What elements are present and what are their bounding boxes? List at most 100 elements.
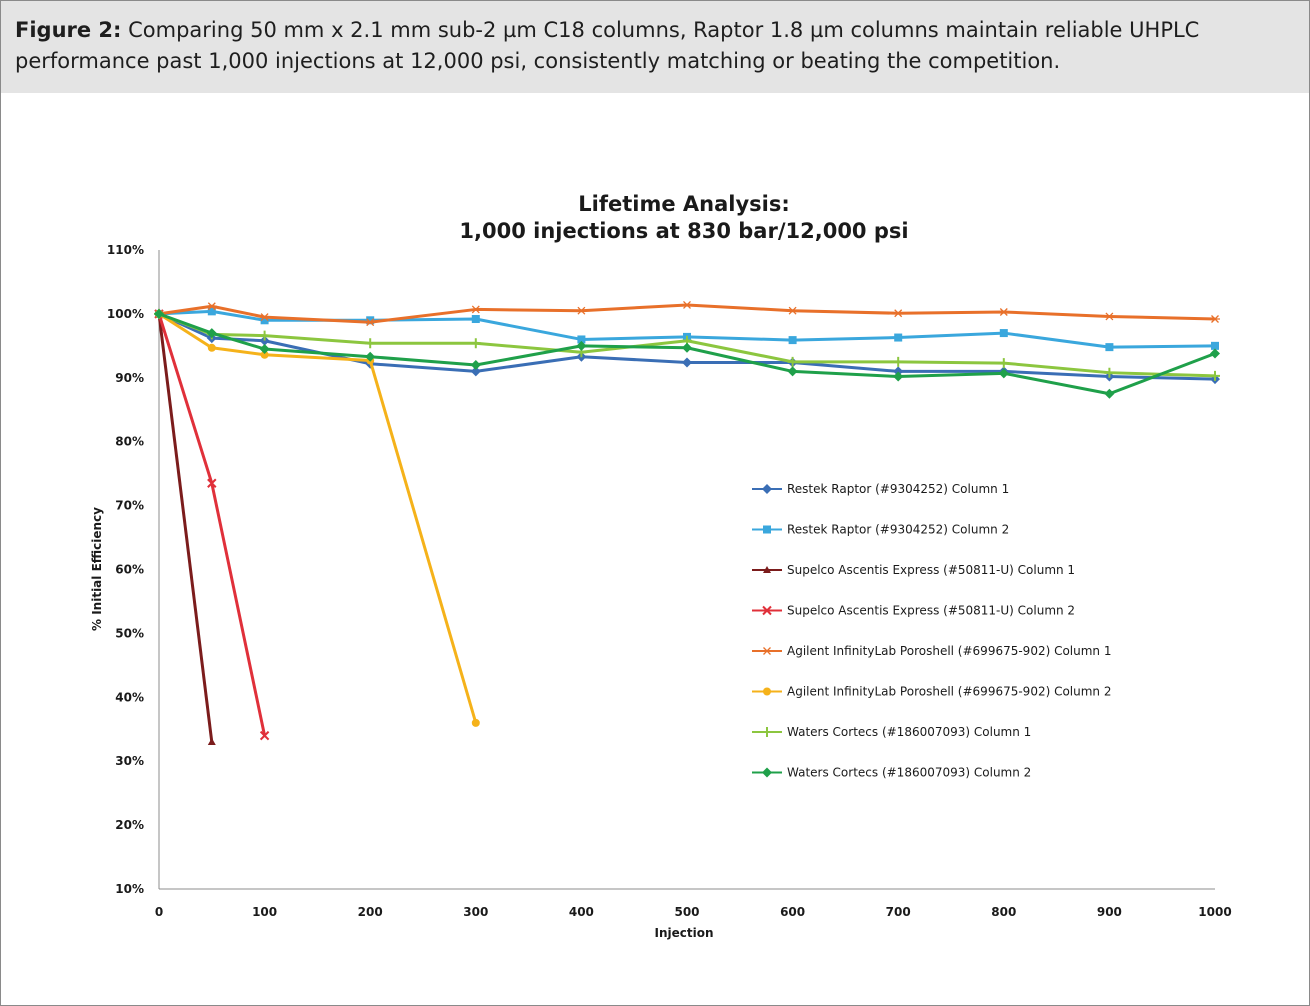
data-point [894, 333, 903, 342]
data-point [365, 318, 376, 327]
y-tick-label: 20% [115, 818, 144, 832]
data-point [1210, 348, 1220, 359]
data-point [207, 307, 216, 316]
y-tick-label: 40% [115, 690, 144, 704]
x-axis-title: Injection [654, 926, 713, 940]
data-point [470, 305, 481, 314]
data-point [1104, 312, 1115, 321]
data-point [788, 336, 797, 345]
series-line [158, 312, 1216, 381]
data-point [259, 344, 270, 355]
data-point [1210, 315, 1220, 323]
y-tick-label: 80% [115, 435, 144, 449]
data-point [259, 335, 270, 346]
data-point [787, 366, 798, 377]
chart-title-line-2: 1,000 injections at 830 bar/12,000 psi [459, 219, 908, 243]
data-point [471, 315, 480, 324]
legend-item: Restek Raptor (#9304252) Column 1 [752, 482, 1009, 496]
series-5 [154, 300, 1220, 327]
data-point [682, 342, 692, 353]
x-tick-label: 1000 [1198, 905, 1231, 919]
data-point [762, 727, 772, 737]
data-point [366, 316, 375, 325]
data-point [787, 306, 798, 315]
data-point [999, 329, 1008, 338]
data-point [1104, 367, 1115, 378]
caption-band: Figure 2: Comparing 50 mm x 2.1 mm sub-2… [1, 1, 1309, 93]
series-4 [154, 309, 270, 741]
series-line [158, 312, 1216, 396]
data-point [577, 335, 586, 344]
caption-label: Figure 2: [15, 18, 122, 42]
y-tick-label: 60% [115, 563, 144, 577]
legend-label: Agilent InfinityLab Poroshell (#699675-9… [787, 644, 1112, 658]
x-tick-label: 100 [252, 905, 277, 919]
legend: Restek Raptor (#9304252) Column 1 Restek … [752, 482, 1112, 780]
data-point [998, 308, 1009, 316]
data-point [576, 306, 587, 315]
data-point [207, 343, 216, 352]
data-point [1211, 341, 1219, 350]
data-point [763, 687, 771, 696]
data-point [998, 358, 1009, 369]
data-point [207, 478, 217, 488]
legend-label: Restek Raptor (#9304252) Column 1 [787, 482, 1009, 496]
data-point [893, 366, 904, 377]
y-tick-label: 90% [115, 371, 144, 385]
data-point [1105, 343, 1114, 352]
y-tick-label: 30% [115, 754, 144, 768]
data-point [207, 738, 216, 746]
data-point [470, 338, 481, 349]
data-point [365, 338, 376, 349]
data-point [893, 371, 904, 382]
data-point [893, 356, 904, 367]
data-point [470, 360, 481, 371]
data-point [259, 313, 270, 322]
data-point [576, 340, 587, 351]
data-point [763, 566, 771, 573]
y-tick-label: 10% [115, 882, 144, 896]
y-tick-labels: 10% 20% 30% 40% 50% 60% 70% 80% 90% 100% 110% [107, 243, 144, 896]
legend-label: Supelco Ascentis Express (#50811-U) Colu… [787, 604, 1075, 618]
legend-label: Supelco Ascentis Express (#50811-U) Colu… [787, 563, 1075, 577]
data-point [762, 484, 772, 494]
data-point [762, 605, 772, 616]
y-tick-label: 100% [107, 307, 144, 321]
data-point [763, 525, 771, 534]
figure-caption: Figure 2: Comparing 50 mm x 2.1 mm sub-2… [15, 15, 1295, 77]
x-tick-label: 400 [569, 905, 594, 919]
legend-label: Waters Cortecs (#186007093) Column 1 [787, 725, 1031, 739]
data-point [470, 366, 481, 377]
series-line [158, 312, 478, 724]
data-point [682, 357, 692, 368]
series-3 [155, 309, 216, 746]
caption-text: Comparing 50 mm x 2.1 mm sub-2 µm C18 co… [15, 18, 1200, 73]
data-point [206, 302, 217, 311]
data-point [154, 308, 164, 319]
y-tick-label: 50% [115, 626, 144, 640]
data-point [1210, 370, 1220, 381]
data-point [471, 718, 480, 727]
x-tick-label: 500 [674, 905, 699, 919]
legend-item: Supelco Ascentis Express (#50811-U) Colu… [752, 563, 1075, 577]
series-line [157, 313, 267, 736]
legend-item: Waters Cortecs (#186007093) Column 2 [752, 766, 1031, 780]
data-point [1104, 388, 1115, 399]
x-tick-label: 600 [780, 905, 805, 919]
y-tick-label: 70% [115, 499, 144, 513]
legend-item: Agilent InfinityLab Poroshell (#699675-9… [752, 685, 1112, 699]
y-axis-title: % Initial Efficiency [90, 507, 104, 631]
series-8 [154, 308, 1220, 399]
x-tick-label: 800 [991, 905, 1016, 919]
data-point [893, 309, 904, 318]
data-point [259, 730, 270, 741]
series-layer [154, 300, 1220, 746]
series-line [157, 313, 214, 743]
data-point [762, 767, 772, 778]
series-2 [155, 307, 1219, 352]
legend-item: Supelco Ascentis Express (#50811-U) Colu… [752, 604, 1075, 618]
legend-item: Waters Cortecs (#186007093) Column 1 [752, 725, 1031, 739]
legend-label: Waters Cortecs (#186007093) Column 2 [787, 766, 1031, 780]
